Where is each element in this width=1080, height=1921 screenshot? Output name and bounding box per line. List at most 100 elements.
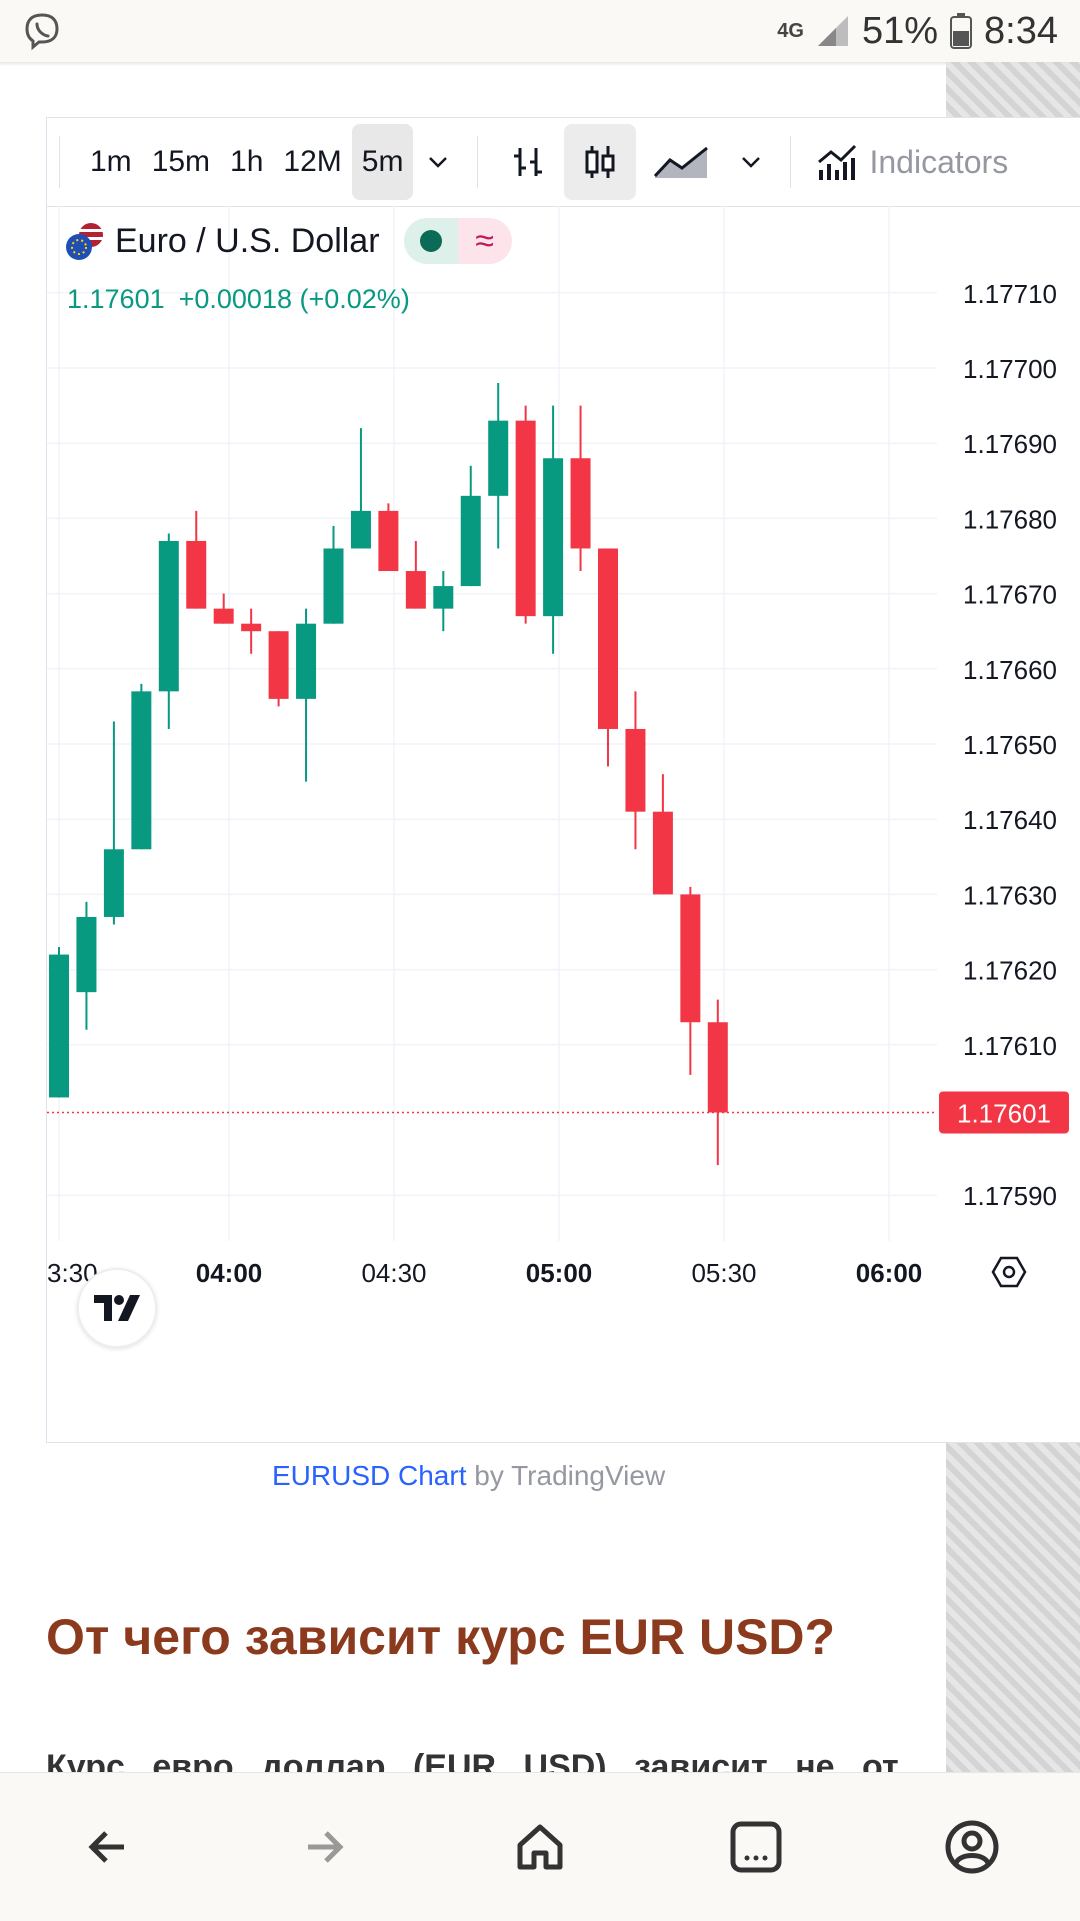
back-icon	[88, 1831, 124, 1863]
toolbar-edge	[47, 136, 60, 188]
timeframe-15m[interactable]: 15m	[151, 145, 211, 178]
dot-icon	[419, 230, 442, 252]
price-summary: 1.17601 +0.00018 (+0.02%)	[67, 284, 410, 315]
area-style-button[interactable]	[636, 124, 726, 200]
y-tick-label: 1.17620	[963, 956, 1057, 986]
bars-icon	[514, 148, 543, 176]
status-shadow	[0, 62, 1080, 66]
candle-body	[158, 540, 179, 692]
candle-body	[378, 510, 399, 572]
status-bar: 4G 51% 8:34	[0, 0, 1080, 62]
battery-icon	[950, 13, 973, 49]
candle-body	[680, 894, 701, 1023]
status-right: 4G 51% 8:34	[777, 10, 1058, 53]
home-icon	[517, 1824, 563, 1870]
y-tick-label: 1.17670	[963, 580, 1057, 610]
y-tick-label: 1.17640	[963, 805, 1057, 835]
symbol-title: Euro / U.S. Dollar	[115, 221, 380, 260]
tabs-icon	[730, 1821, 782, 1873]
indicators-button[interactable]: Indicators	[805, 140, 1008, 184]
y-tick-label: 1.17610	[963, 1031, 1057, 1061]
chevron-down-icon	[742, 157, 761, 168]
candle-body	[103, 849, 124, 917]
candle-body	[131, 691, 152, 850]
candle-body	[296, 623, 317, 699]
candle-body	[543, 458, 564, 617]
candle-body	[76, 916, 97, 993]
article-heading: От чего зависит курс EUR USD?	[46, 1609, 836, 1665]
timeframe-dropdown-button[interactable]	[413, 124, 463, 200]
candle-body	[49, 954, 69, 1098]
tradingview-logo[interactable]	[77, 1268, 157, 1348]
timeframe-1m[interactable]: 1m	[90, 145, 132, 178]
candle-body	[515, 420, 536, 617]
candles-style-button[interactable]	[564, 124, 637, 200]
browser-nav-bar	[0, 1772, 1080, 1921]
chart-candles	[47, 383, 937, 1166]
candle-body	[213, 608, 234, 624]
x-tick-label: 06:00	[856, 1258, 923, 1288]
settings-icon-hex	[991, 1256, 1027, 1288]
candle-body	[268, 631, 289, 699]
network-type: 4G	[777, 20, 804, 42]
caption-by[interactable]: by TradingView	[466, 1460, 666, 1491]
market-open-indicator	[403, 218, 458, 264]
market-status-pill[interactable]: ≈	[403, 218, 512, 264]
eurusd-chart-link[interactable]: EURUSD Chart	[272, 1460, 467, 1491]
battery-percent: 51%	[861, 9, 939, 52]
candlestick-chart[interactable]: 1.17710 1.17700 1.17690 1.17680 1.17670 1.176…	[47, 206, 1080, 1443]
price-change: +0.00018 (+0.02%)	[179, 284, 410, 315]
timeframe-1h[interactable]: 1h	[230, 145, 264, 178]
account-icon	[945, 1820, 999, 1874]
settings-icon[interactable]	[991, 1256, 1027, 1288]
indicators-label: Indicators	[869, 143, 1009, 180]
tradingview-logo-icon	[94, 1295, 140, 1321]
last-price: 1.17601	[67, 284, 165, 314]
last-price-label: 1.17601	[957, 1098, 1051, 1128]
candle-body	[405, 571, 426, 609]
account-button[interactable]	[912, 1787, 1032, 1907]
clock: 8:34	[984, 9, 1058, 52]
home-button[interactable]	[480, 1787, 600, 1907]
tabs-button[interactable]	[696, 1787, 816, 1907]
y-tick-label: 1.17680	[963, 504, 1057, 534]
y-tick-label: 1.17710	[963, 279, 1057, 309]
indicators-icon	[818, 144, 857, 180]
x-tick-label: 04:30	[361, 1258, 426, 1288]
y-tick-label: 1.17590	[963, 1181, 1057, 1211]
last-price-badge	[939, 1091, 1069, 1134]
change-percent: (+0.02%)	[299, 284, 410, 314]
candle-body	[570, 458, 591, 549]
forward-icon	[308, 1831, 344, 1863]
eurusd-flag-icon	[66, 223, 103, 260]
x-tick-label: 05:00	[526, 1258, 593, 1288]
candle-body	[186, 540, 207, 609]
candle-body	[652, 811, 673, 895]
candle-body	[460, 495, 481, 587]
symbol-legend: Euro / U.S. Dollar ≈	[65, 218, 512, 264]
chart-type-dropdown-button[interactable]	[726, 124, 776, 200]
time-axis: 3:30 04:00 04:30 05:00 05:30 06:00	[47, 1256, 1027, 1288]
chart-grid	[47, 206, 937, 1241]
timeframe-5m[interactable]: 5m	[351, 124, 414, 200]
candle-body	[707, 1022, 728, 1113]
forward-button[interactable]	[264, 1787, 384, 1907]
settings-icon-center	[1002, 1265, 1016, 1279]
tradingview-widget[interactable]: 1m 15m 1h 12M 5m	[46, 117, 1080, 1443]
chart-caption: EURUSD Chart by TradingView	[272, 1460, 665, 1492]
area-chart-icon	[654, 146, 709, 178]
timeframe-12M[interactable]: 12M	[283, 145, 342, 178]
delayed-indicator: ≈	[457, 218, 512, 264]
candle-body	[350, 510, 371, 549]
y-tick-label: 1.17660	[963, 655, 1057, 685]
candle-body	[598, 548, 618, 729]
status-left	[22, 11, 62, 51]
y-tick-label: 1.17650	[963, 730, 1057, 760]
x-tick-label: 05:30	[691, 1258, 756, 1288]
back-button[interactable]	[48, 1787, 168, 1907]
candle-body	[488, 420, 509, 496]
price-axis: 1.17710 1.17700 1.17690 1.17680 1.17670 1.176…	[939, 279, 1069, 1211]
bars-style-button[interactable]	[492, 124, 564, 200]
candle-body	[241, 623, 262, 632]
candle-body	[433, 586, 454, 609]
